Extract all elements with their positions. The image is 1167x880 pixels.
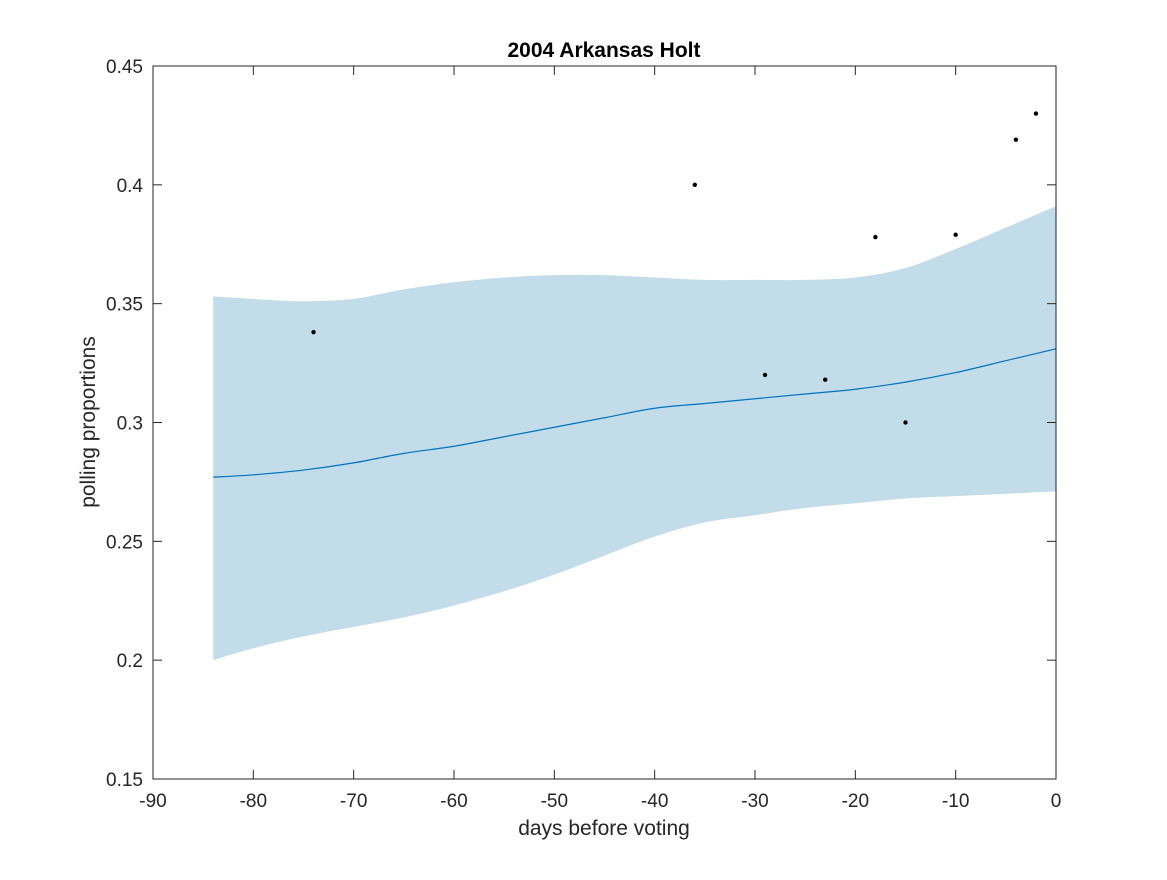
data-point (311, 329, 316, 335)
y-axis-label: polling proportions (77, 336, 100, 508)
x-tick-label: -90 (139, 791, 166, 812)
y-tick-label: 0.4 (117, 176, 144, 197)
x-tick-label: -40 (641, 791, 668, 812)
x-tick-label: -20 (842, 791, 869, 812)
x-tick-label: -50 (541, 791, 568, 812)
data-point (762, 372, 768, 378)
y-tick-label: 0.2 (117, 651, 143, 672)
data-point (1013, 137, 1019, 142)
x-tick-label: -80 (240, 791, 267, 812)
data-point (692, 182, 697, 188)
x-tick-label: -10 (942, 791, 969, 812)
chart-title: 2004 Arkansas Holt (508, 39, 701, 62)
confidence-band (213, 206, 1056, 661)
x-tick-label: -30 (741, 791, 768, 812)
x-tick-label: -60 (440, 791, 467, 812)
y-tick-label: 0.3 (117, 414, 143, 435)
data-point (823, 377, 828, 382)
data-point (873, 234, 878, 240)
axes-layer: -90 -80 -70 -60 -50 -40 -30 -20 -10 0 0.15 0.2 0.25 0… (106, 57, 1061, 812)
data-point (1033, 111, 1039, 116)
data-point (903, 420, 908, 425)
y-tick-label: 0.45 (106, 57, 143, 78)
confidence-band-layer (213, 206, 1056, 661)
y-tick-label: 0.35 (106, 295, 143, 316)
x-axis-label: days before voting (518, 817, 690, 840)
x-tick-label: 0 (1051, 791, 1062, 812)
y-tick-label: 0.25 (106, 532, 143, 553)
data-points-layer (311, 111, 1039, 425)
trend-line-layer (213, 348, 1057, 478)
x-tick-label: -70 (340, 791, 367, 812)
y-tick-label: 0.15 (106, 770, 143, 791)
data-point (953, 232, 958, 237)
trend-line (213, 348, 1057, 478)
